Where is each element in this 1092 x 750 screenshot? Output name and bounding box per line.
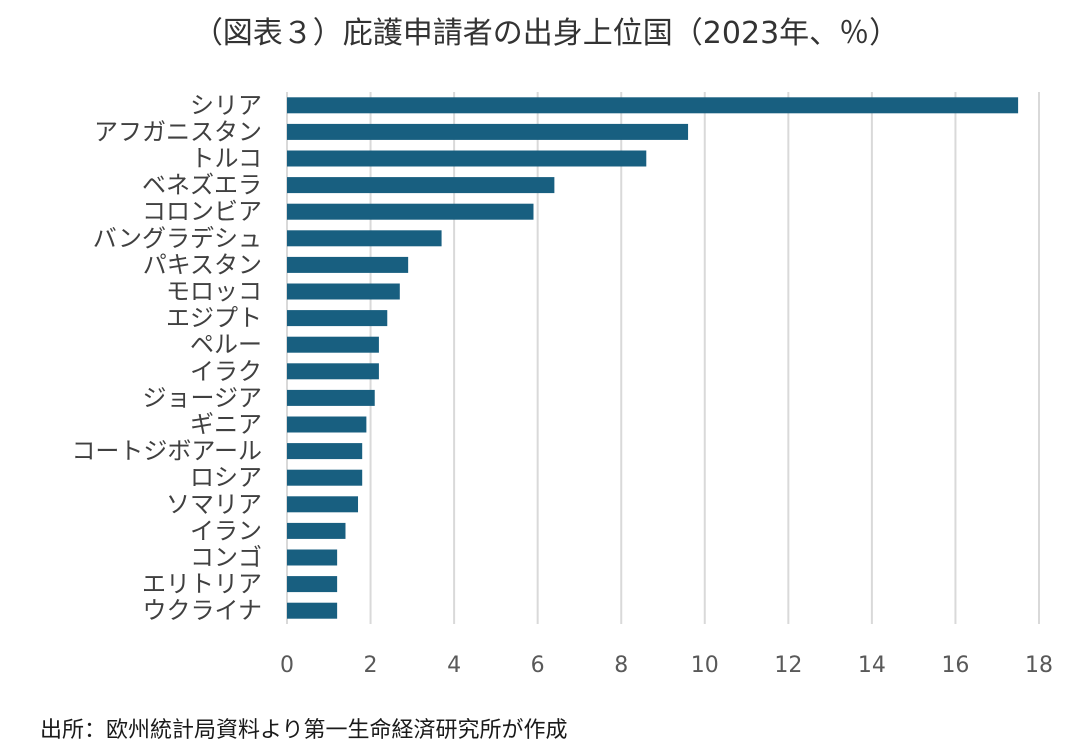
x-tick-label: 2 [364,653,378,678]
bar [287,150,647,167]
category-label: ジョージア [142,384,262,412]
category-label: ソマリア [166,490,262,518]
source-note: 出所：欧州統計局資料より第一生命経済研究所が作成 [40,718,568,743]
category-label: トルコ [190,145,262,173]
category-label: ロシア [190,464,262,492]
bar [287,97,1019,114]
bar [287,283,400,300]
bar [287,522,346,539]
bar [287,576,338,593]
bar-chart: シリアアフガニスタントルコベネズエラコロンビアバングラデシュパキスタンモロッコエ… [71,91,1053,678]
category-label: パキスタン [143,251,262,279]
bar [287,602,338,619]
x-tick-label: 10 [691,653,719,678]
x-tick-label: 6 [531,653,545,678]
bar [287,363,379,380]
category-label: ペルー [190,331,262,359]
x-tick-label: 0 [280,653,294,678]
bar [287,549,338,566]
category-label: コンゴ [190,544,262,572]
category-label: コロンビア [142,198,262,226]
bar [287,443,363,460]
bars [287,97,1019,619]
category-label: ベネズエラ [142,171,262,199]
x-tick-labels: 0 2 4 6 8 10 12 14 16 18 [280,653,1053,678]
x-tick-label: 12 [774,653,802,678]
bar [287,256,409,273]
bar [287,230,442,247]
bar [287,310,388,327]
category-label: モロッコ [166,278,262,306]
bar [287,416,367,433]
bar [287,389,375,406]
category-label: コートジボアール [71,437,262,465]
gridlines [286,92,1040,624]
x-tick-label: 16 [941,653,969,678]
category-label: エリトリア [142,570,262,598]
bar [287,177,555,194]
category-label: ギニア [190,411,262,439]
category-label: ウクライナ [142,597,262,625]
x-tick-label: 4 [447,653,461,678]
bar [287,496,359,513]
category-label: エジプト [166,304,262,332]
chart-title: （図表３）庇護申請者の出身上位国（2023年、％） [192,16,900,51]
x-tick-label: 18 [1025,653,1053,678]
category-label: バングラデシュ [93,224,262,252]
bar [287,123,689,140]
category-label: イラン [190,517,262,545]
bar [287,469,363,486]
x-tick-label: 8 [614,653,628,678]
category-label: アフガニスタン [94,118,262,146]
bar [287,203,534,220]
bar [287,336,379,353]
category-label: イラク [190,357,262,385]
x-tick-label: 14 [858,653,886,678]
category-labels: シリアアフガニスタントルコベネズエラコロンビアバングラデシュパキスタンモロッコエ… [71,91,262,624]
category-label: シリア [190,91,262,119]
